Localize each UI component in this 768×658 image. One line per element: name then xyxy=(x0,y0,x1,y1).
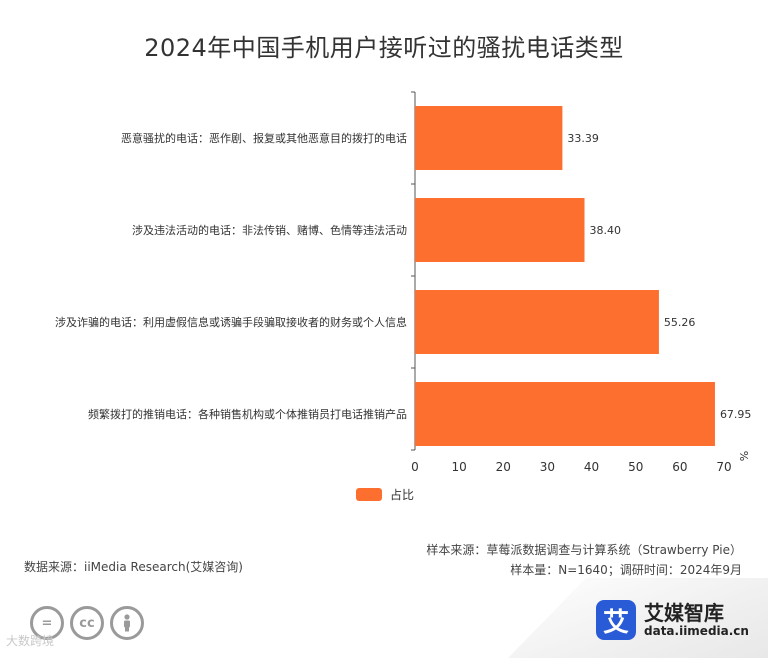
value-label: 33.39 xyxy=(567,132,599,145)
x-tick-label: 0 xyxy=(411,460,419,474)
x-tick-label: 30 xyxy=(540,460,555,474)
x-tick-label: 10 xyxy=(452,460,467,474)
bar xyxy=(415,382,715,446)
value-label: 55.26 xyxy=(664,316,696,329)
bar xyxy=(415,106,563,170)
legend-swatch xyxy=(356,488,382,501)
brand-logo-group: 艾 艾媒智库 data.iimedia.cn xyxy=(596,600,749,640)
license-icons: = cc xyxy=(30,606,144,640)
category-label: 涉及违法活动的电话：非法传销、赌博、色情等违法活动 xyxy=(132,223,407,237)
x-tick-label: 20 xyxy=(496,460,511,474)
value-label: 67.95 xyxy=(720,408,752,421)
category-label: 频繁拨打的推销电话：各种销售机构或个体推销员打电话推销产品 xyxy=(88,407,407,421)
chart-title: 2024年中国手机用户接听过的骚扰电话类型 xyxy=(144,34,624,62)
category-label: 涉及诈骗的电话：利用虚假信息或诱骗手段骗取接收者的财务或个人信息 xyxy=(55,315,407,329)
x-tick-label: 70 xyxy=(716,460,731,474)
category-label: 恶意骚扰的电话：恶作剧、报复或其他恶意目的拨打的电话 xyxy=(121,131,407,145)
brand-name: 艾媒智库 xyxy=(644,601,724,625)
bar xyxy=(415,290,659,354)
person-icon xyxy=(110,606,144,640)
sample-source-text: 样本来源：草莓派数据调查与计算系统（Strawberry Pie） xyxy=(426,543,742,557)
bar-chart: 恶意骚扰的电话：恶作剧、报复或其他恶意目的拨打的电话 33.39 涉及违法活动的电话… xyxy=(55,91,752,474)
sample-info: 样本来源：草莓派数据调查与计算系统（Strawberry Pie） 样本量：N=… xyxy=(426,540,742,580)
data-source-text: 数据来源：iiMedia Research(艾媒咨询) xyxy=(24,560,243,574)
x-tick-label: 40 xyxy=(584,460,599,474)
brand-logo-icon: 艾 xyxy=(596,600,636,640)
x-tick-label: 50 xyxy=(628,460,643,474)
legend: 占比 xyxy=(356,486,414,503)
sample-size-text: 样本量：N=1640；调研时间：2024年9月 xyxy=(510,563,742,577)
equals-icon: = xyxy=(30,606,64,640)
x-tick-label: 60 xyxy=(672,460,687,474)
watermark-text: 大数跨境 xyxy=(6,634,55,648)
x-axis-unit: % xyxy=(738,451,751,461)
legend-label: 占比 xyxy=(390,488,415,502)
value-label: 38.40 xyxy=(590,224,622,237)
cc-icon: cc xyxy=(70,606,104,640)
bar xyxy=(415,198,585,262)
brand-url: data.iimedia.cn xyxy=(644,624,749,638)
